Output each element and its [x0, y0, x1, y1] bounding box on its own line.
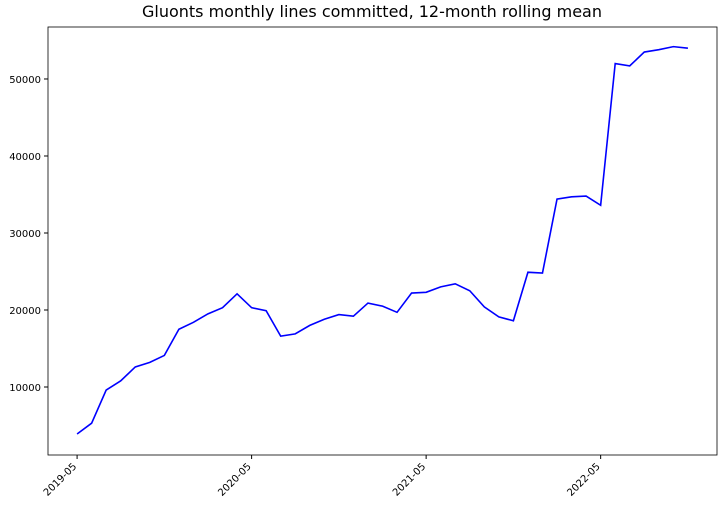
plot-frame: [47, 26, 718, 456]
y-tick-label: 30000: [9, 229, 41, 240]
y-tick-label: 20000: [9, 306, 41, 317]
chart-title: Gluonts monthly lines committed, 12-mont…: [142, 2, 602, 21]
y-tick-label: 50000: [9, 75, 41, 86]
y-tick-label: 40000: [9, 152, 41, 163]
line: [76, 45, 688, 435]
y-tick-label: 10000: [9, 383, 41, 394]
